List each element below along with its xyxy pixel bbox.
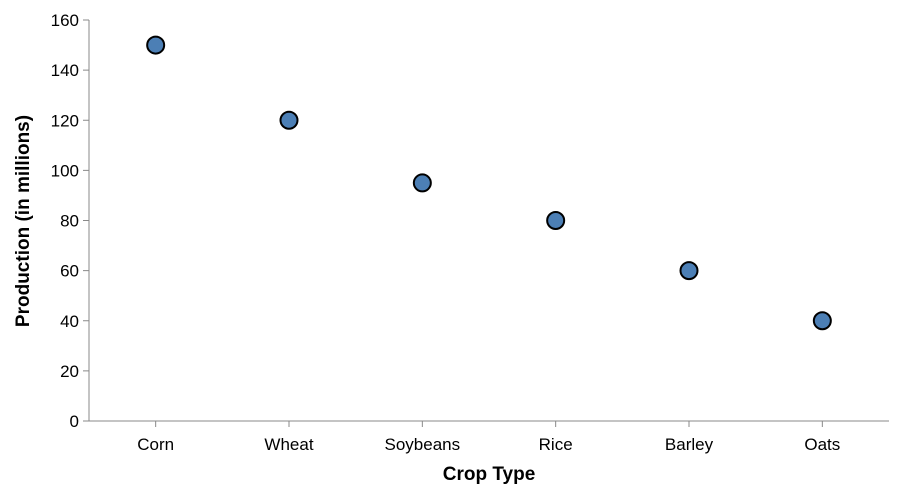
data-point-rice: [546, 211, 566, 230]
data-point-oats: [812, 311, 832, 331]
data-point-wheat: [279, 110, 299, 130]
data-point-soybeans: [412, 173, 432, 193]
y-tick-label: 160: [51, 11, 79, 30]
x-tick-label: Oats: [804, 435, 840, 454]
y-tick-label: 40: [60, 312, 79, 331]
y-axis: 0 20 40 60 80 100 120 140 160: [51, 11, 90, 431]
x-axis: Corn Wheat Soybeans Rice Barley Oats: [89, 420, 889, 454]
y-tick-label: 0: [70, 412, 79, 431]
data-point-barley: [679, 261, 699, 281]
x-tick-label: Barley: [665, 435, 714, 454]
x-tick-label: Soybeans: [385, 435, 461, 454]
y-tick-label: 120: [51, 111, 79, 130]
y-axis-title: Production (in millions): [13, 115, 34, 327]
y-tick-label: 140: [51, 61, 79, 80]
x-tick-label: Wheat: [264, 435, 313, 454]
x-tick-label: Rice: [539, 435, 573, 454]
y-tick-label: 60: [60, 262, 79, 281]
y-tick-label: 20: [60, 362, 79, 381]
x-tick-label: Corn: [137, 435, 174, 454]
data-points: [146, 35, 832, 331]
y-tick-label: 100: [51, 161, 79, 180]
data-point-corn: [146, 35, 166, 55]
y-tick-label: 80: [60, 212, 79, 231]
x-axis-title: Crop Type: [443, 464, 536, 485]
